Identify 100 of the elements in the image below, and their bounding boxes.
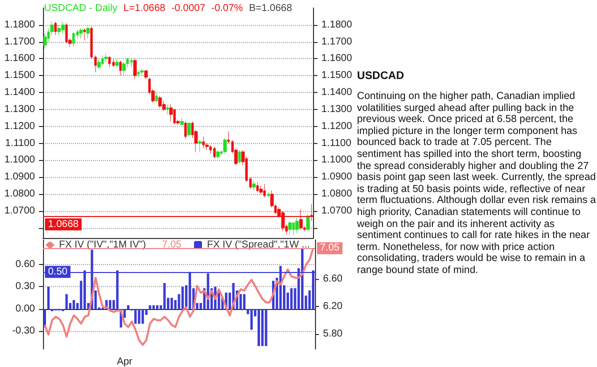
bar bbox=[62, 308, 64, 312]
bar bbox=[47, 286, 50, 309]
candlestick bbox=[140, 68, 144, 76]
y2-tick-label: 1.0700 bbox=[321, 205, 352, 216]
y-tick-label: 1.1800 bbox=[4, 19, 36, 30]
candlestick bbox=[97, 58, 101, 70]
annotation: -0.0007 bbox=[171, 3, 206, 14]
y-tick-label: 1.0700 bbox=[4, 205, 36, 216]
bar bbox=[181, 286, 184, 309]
candlestick bbox=[83, 28, 86, 40]
candlestick bbox=[119, 60, 122, 76]
y-tick-label: 0.60 bbox=[16, 258, 36, 270]
candlestick bbox=[187, 122, 191, 137]
candlestick bbox=[133, 58, 137, 80]
candlestick bbox=[158, 96, 162, 108]
candlestick bbox=[216, 150, 220, 159]
candlestick bbox=[295, 217, 299, 234]
candlestick bbox=[288, 220, 292, 235]
candlestick bbox=[238, 150, 241, 164]
bar bbox=[261, 308, 264, 346]
candlestick bbox=[57, 24, 61, 36]
candlestick bbox=[155, 92, 158, 103]
annotation: -0.07% bbox=[211, 3, 243, 14]
ref-line-label: 7.05 bbox=[320, 242, 340, 254]
y-tick-label: 1.1100 bbox=[5, 138, 36, 149]
candlestick bbox=[79, 28, 83, 39]
bar bbox=[65, 294, 68, 309]
y2-tick-label: 1.0900 bbox=[321, 172, 352, 183]
candlestick bbox=[213, 146, 216, 159]
candlestick bbox=[137, 70, 140, 78]
y-tick-label: 1.1700 bbox=[4, 36, 36, 48]
y-tick-label: 0.00 bbox=[16, 303, 36, 314]
y-tick-label: -0.30 bbox=[12, 326, 36, 337]
y2-tick-label: 6.60 bbox=[323, 274, 343, 285]
candlestick bbox=[256, 182, 259, 193]
bar bbox=[108, 300, 112, 309]
candlestick bbox=[166, 104, 169, 115]
bar bbox=[44, 308, 46, 328]
text: USDCAD bbox=[357, 70, 406, 82]
legend-label: FX IV ("Spread","1W ... bbox=[207, 240, 310, 250]
y2-tick-label: 1.1100 bbox=[321, 138, 352, 149]
bar bbox=[243, 294, 246, 309]
candlestick bbox=[252, 180, 256, 191]
candlestick bbox=[180, 118, 184, 125]
bar bbox=[50, 308, 54, 312]
bar bbox=[290, 288, 293, 309]
y2-tick-label: 1.1800 bbox=[321, 19, 352, 30]
x-tick-label: Apr bbox=[116, 356, 134, 367]
y2-tick-label: 1.1700 bbox=[321, 36, 352, 48]
y-tick-label: 0.30 bbox=[16, 281, 36, 292]
bar bbox=[196, 303, 198, 309]
candlestick bbox=[108, 56, 111, 68]
ref-line-label: 0.50 bbox=[48, 266, 68, 278]
candlestick bbox=[223, 138, 227, 154]
y2-tick-label: 1.1200 bbox=[321, 120, 352, 132]
y-tick-label: 1.0800 bbox=[4, 188, 36, 200]
candlestick bbox=[122, 62, 126, 76]
candlestick bbox=[259, 185, 263, 194]
y-tick-label: 1.1300 bbox=[4, 104, 36, 115]
y-tick-label: 1.1600 bbox=[4, 53, 36, 64]
candlestick bbox=[267, 192, 270, 198]
candlestick bbox=[54, 21, 57, 36]
annotation: B=1.0668 bbox=[248, 3, 292, 14]
y2-tick-label: 1.1600 bbox=[321, 53, 352, 64]
y2-tick-label: 1.1400 bbox=[321, 87, 352, 98]
y-tick-label: 1.1000 bbox=[4, 154, 36, 166]
candlestick bbox=[198, 140, 202, 152]
bar bbox=[239, 294, 242, 309]
y2-tick-label: 1.1500 bbox=[321, 70, 352, 82]
candlestick bbox=[72, 31, 75, 48]
y2-tick-label: 5.80 bbox=[323, 328, 343, 340]
bar bbox=[72, 300, 76, 309]
candlestick bbox=[306, 214, 310, 232]
y2-tick-label: 1.1000 bbox=[321, 154, 352, 166]
y-tick-label: 1.1500 bbox=[4, 70, 36, 82]
y-tick-label: 1.1200 bbox=[4, 120, 36, 132]
candlestick bbox=[112, 58, 115, 68]
chart-title: USDCAD - Daily bbox=[44, 3, 118, 14]
bar bbox=[156, 305, 158, 309]
bar bbox=[127, 305, 130, 309]
candlestick bbox=[169, 104, 173, 122]
annotation: 7.05 bbox=[162, 240, 182, 250]
bar bbox=[170, 298, 173, 309]
annotation: L=1.0668 bbox=[123, 3, 166, 14]
bar bbox=[138, 308, 140, 324]
text: Continuing on the higher path, Canadian implied volatilities surged ahead after pulling back in the previous week. Once priced at 6.58 percent, the implied picture in the longer term component has bounced back to trade at 7.05 percent. The sentiment has spilled into the short term, boosting the spread considerably higher and doubling the 27 basis point gap seen last week. Currently, the spread is trading at 50 basis points wide, reflective of near term fluctuations. Although dollar even risk remains a high priority, Canadian statements will continue to weigh on the pair and its inherent activity as sentiment continues to call for rate hikes in the near term. Nonetheless, for now with price action consolidating, traders would be wise to remain in a range bound state of mind. bbox=[357, 91, 596, 276]
candlestick bbox=[115, 58, 119, 68]
legend-label: FX IV ("IV","1M IV") bbox=[59, 240, 146, 250]
candlestick bbox=[144, 70, 148, 80]
y2-tick-label: 1.1300 bbox=[321, 104, 352, 115]
candlestick bbox=[130, 58, 133, 68]
candlestick bbox=[86, 26, 90, 39]
y-tick-label: 1.0900 bbox=[4, 172, 36, 183]
candlestick bbox=[104, 53, 108, 62]
y2-tick-label: 6.20 bbox=[323, 300, 343, 312]
bar bbox=[142, 308, 144, 324]
candlestick bbox=[263, 184, 266, 198]
y-tick-label: 1.1400 bbox=[4, 87, 36, 98]
candlestick bbox=[101, 55, 104, 66]
bar bbox=[258, 308, 260, 346]
